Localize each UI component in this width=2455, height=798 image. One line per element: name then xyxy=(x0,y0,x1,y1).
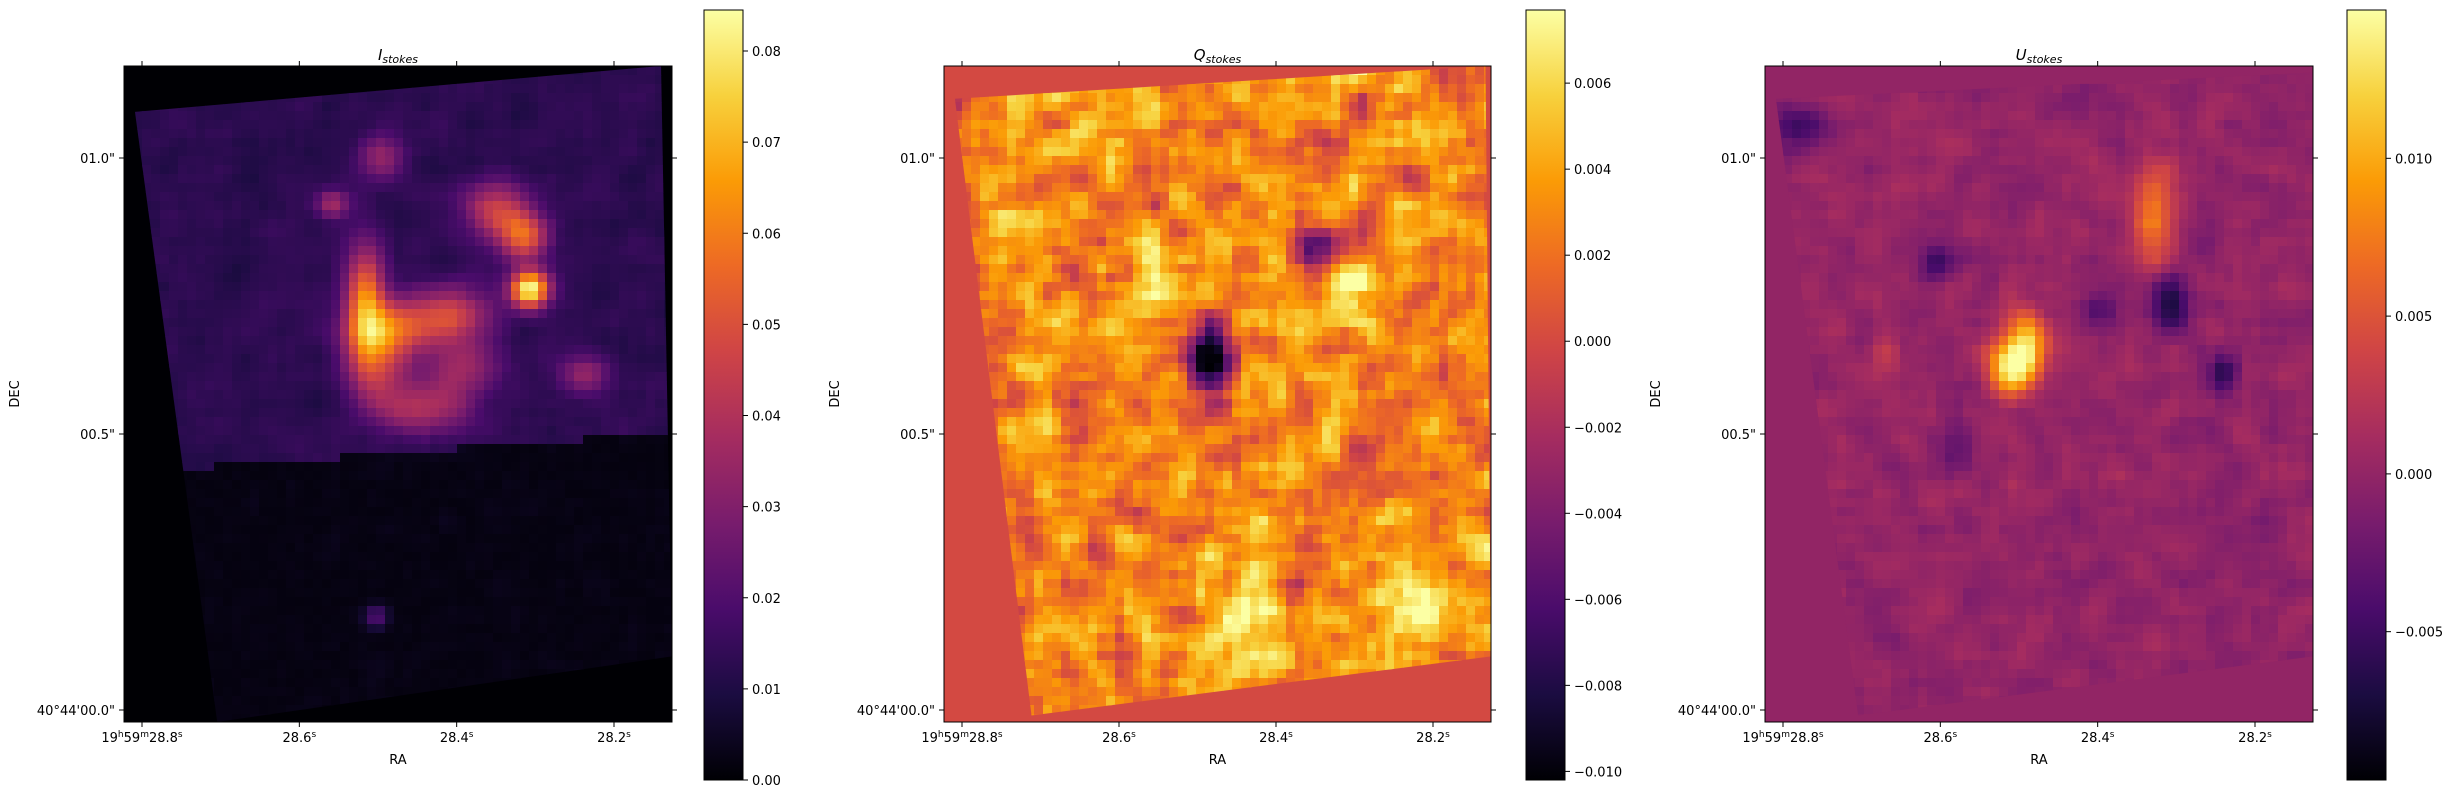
colorbar xyxy=(703,9,744,781)
colorbar-tick-label: 0.004 xyxy=(1574,163,1611,178)
axes-frame xyxy=(1764,65,2314,723)
x-tick-label: 28.6s xyxy=(1924,730,1958,746)
x-tick-label: 28.6s xyxy=(283,730,317,746)
x-tick-label: 28.2s xyxy=(597,730,631,746)
heatmap-image xyxy=(134,66,672,722)
y-tick-label: 00.5" xyxy=(900,428,935,443)
colorbar-tick-label: 0.010 xyxy=(2395,152,2432,167)
colorbar-tick-label: 0.08 xyxy=(752,45,781,60)
colorbar-tick-label: −0.004 xyxy=(1574,507,1622,522)
y-tick-label: 40°44'00.0" xyxy=(857,704,935,719)
y-tick-label: 40°44'00.0" xyxy=(1678,704,1756,719)
x-tick-label: 28.2s xyxy=(2238,730,2272,746)
x-axis-label: RA xyxy=(1209,753,1227,768)
x-tick-label: 28.6s xyxy=(1102,730,1136,746)
x-tick-label: 28.2s xyxy=(1416,730,1450,746)
x-tick-label: 19h59m28.8s xyxy=(101,730,183,746)
colorbar-tick-label: 0.05 xyxy=(752,318,781,333)
heatmap-image xyxy=(954,66,1491,716)
colorbar-tick-label: 0.04 xyxy=(752,410,781,425)
y-axis-label: DEC xyxy=(1649,380,1664,407)
heatmap-image xyxy=(1775,72,2313,716)
panel-i: Istokes 19h59m28.8s 28.6s 28.4s 28.2s RA 40°44… xyxy=(8,9,781,789)
x-tick-label: 28.4s xyxy=(1259,730,1293,746)
x-axis-label: RA xyxy=(389,753,407,768)
y-axis-label: DEC xyxy=(8,380,23,407)
colorbar-tick-label: 0.00 xyxy=(752,774,781,789)
axes-frame xyxy=(123,65,673,723)
colorbar-tick-label: 0.000 xyxy=(1574,335,1611,350)
y-tick-label: 01.0" xyxy=(80,152,115,167)
x-tick-label: 28.4s xyxy=(440,730,474,746)
y-tick-label: 00.5" xyxy=(1721,428,1756,443)
x-tick-label: 19h59m28.8s xyxy=(921,730,1003,746)
colorbar-tick-label: 0.07 xyxy=(752,136,781,151)
colorbar-tick-label: 0.005 xyxy=(2395,310,2432,325)
colorbar-tick-label: −0.002 xyxy=(1574,421,1622,436)
colorbar-tick-label: −0.008 xyxy=(1574,679,1622,694)
colorbar-tick-label: 0.01 xyxy=(752,683,781,698)
panel-title: Qstokes xyxy=(1194,46,1242,66)
y-tick-label: 01.0" xyxy=(1721,152,1756,167)
panel-q: Qstokes 19h59m28.8s 28.6s 28.4s 28.2s RA 40°44… xyxy=(828,9,1622,781)
y-tick-label: 40°44'00.0" xyxy=(37,704,115,719)
colorbar-tick-label: 0.02 xyxy=(752,592,781,607)
x-tick-label: 28.4s xyxy=(2081,730,2115,746)
colorbar-tick-label: 0.006 xyxy=(1574,77,1611,92)
colorbar-tick-label: 0.03 xyxy=(752,501,781,516)
colorbar-tick-label: 0.002 xyxy=(1574,249,1611,264)
colorbar-tick-label: −0.005 xyxy=(2395,626,2443,641)
panel-title: Ustokes xyxy=(2016,46,2063,66)
colorbar-tick-label: −0.010 xyxy=(1574,765,1622,780)
panel-u: Ustokes 19h59m28.8s 28.6s 28.4s 28.2s RA 40°44… xyxy=(1649,9,2443,781)
x-tick-label: 19h59m28.8s xyxy=(1742,730,1824,746)
panel-title: Istokes xyxy=(378,46,418,66)
colorbar-tick-label: 0.06 xyxy=(752,227,781,242)
y-axis-label: DEC xyxy=(828,380,843,407)
colorbar xyxy=(1525,9,1566,781)
axes-frame xyxy=(943,65,1492,723)
colorbar-tick-label: 0.000 xyxy=(2395,468,2432,483)
colorbar xyxy=(2346,9,2387,781)
x-axis-label: RA xyxy=(2030,753,2048,768)
y-tick-label: 01.0" xyxy=(900,152,935,167)
y-tick-label: 00.5" xyxy=(80,428,115,443)
colorbar-tick-label: −0.006 xyxy=(1574,593,1622,608)
